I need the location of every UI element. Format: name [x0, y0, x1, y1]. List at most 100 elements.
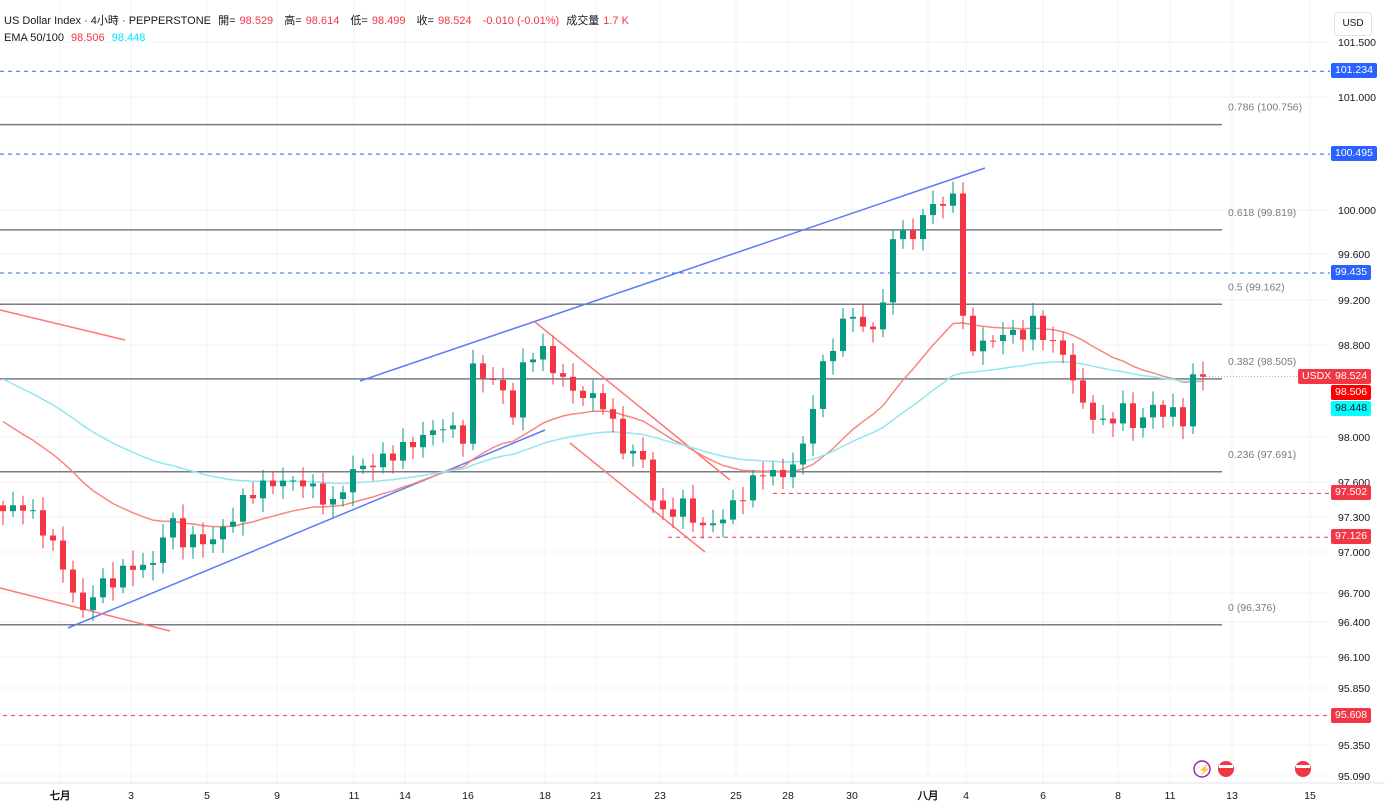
close-value: 98.524: [438, 15, 472, 27]
candle-body: [190, 534, 196, 548]
candle-body: [950, 193, 956, 206]
candle-body: [390, 453, 396, 461]
candle-body: [1120, 403, 1126, 424]
candle-body: [1050, 340, 1056, 342]
candle-body: [490, 378, 496, 380]
candle-body: [270, 480, 276, 487]
time-tick-label: 13: [1226, 790, 1238, 802]
ema-label[interactable]: EMA 50/100: [4, 32, 64, 44]
candle-body: [310, 483, 316, 487]
candle-body: [280, 480, 286, 487]
candle-body: [0, 505, 6, 512]
candle-body: [810, 408, 816, 444]
us-flag-event-icon: [1218, 761, 1234, 777]
candle-body: [860, 316, 866, 327]
us-flag-event-icon: [1295, 761, 1311, 777]
horizontal-lines: 0.786 (100.756) 0.618 (99.819) 0.5 (99.162…: [0, 70, 1330, 717]
candle-body: [120, 565, 126, 588]
candle-body: [550, 346, 556, 374]
price-tick-label: 96.400: [1338, 617, 1370, 629]
rising-wedge-lower-line: [67, 429, 546, 629]
candle-body: [350, 469, 356, 493]
time-tick-label: 25: [730, 790, 742, 802]
grid: [0, 0, 1330, 783]
candle-body: [850, 316, 856, 319]
price-tick-label: 97.300: [1338, 512, 1370, 524]
time-tick-label: 18: [539, 790, 551, 802]
candle-body: [1030, 315, 1036, 340]
ema100-price-tag: 98.448: [1331, 400, 1372, 416]
candle-body: [480, 363, 486, 379]
candle-body: [710, 523, 716, 526]
candle-body: [320, 483, 326, 505]
symbol-title[interactable]: US Dollar Index · 4小時 · PEPPERSTONE: [4, 15, 212, 27]
price-tick-label: 100.000: [1338, 205, 1376, 217]
candle-body: [1170, 407, 1176, 417]
candle-body: [440, 429, 446, 431]
candle-body: [890, 239, 896, 303]
candle-body: [510, 390, 516, 418]
candle-body: [1000, 334, 1006, 342]
candle-body: [140, 564, 146, 570]
price-tick-label: 96.700: [1338, 588, 1370, 600]
time-tick-label: 七月: [50, 789, 71, 802]
candles: [0, 181, 1206, 622]
candle-body: [680, 498, 686, 517]
price-tick-label: 101.000: [1338, 92, 1376, 104]
candle-body: [870, 326, 876, 330]
trend-lines: [0, 167, 986, 632]
candle-body: [450, 425, 456, 430]
candle-body: [150, 562, 156, 565]
event-icons: ⚡: [1193, 760, 1311, 778]
support-price-tag: 97.126: [1331, 529, 1372, 545]
candle-body: [1080, 380, 1086, 403]
candle-body: [840, 318, 846, 351]
volume-label: 成交量: [566, 15, 600, 27]
candle-body: [470, 363, 476, 444]
candle-body: [1090, 402, 1096, 420]
price-tick-label: 95.850: [1338, 683, 1370, 695]
currency-button[interactable]: USD: [1334, 12, 1372, 36]
candle-body: [1180, 407, 1186, 427]
candle-body: [110, 578, 116, 588]
support-price-tag: 97.502: [1331, 485, 1372, 501]
candle-body: [990, 340, 996, 342]
candle-body: [1100, 418, 1106, 420]
candle-body: [750, 475, 756, 501]
candle-body: [70, 569, 76, 593]
time-tick-label: 15: [1304, 790, 1316, 802]
fib-level-label: 0.382 (98.505): [1228, 356, 1296, 368]
time-tick-label: 23: [654, 790, 666, 802]
candle-body: [430, 430, 436, 435]
ohlc-row: US Dollar Index · 4小時 · PEPPERSTONE 開= 98…: [4, 13, 637, 30]
candle-body: [260, 480, 266, 499]
candle-body: [770, 470, 776, 477]
candle-body: [620, 418, 626, 454]
candle-body: [640, 450, 646, 460]
price-tick-label: 98.000: [1338, 432, 1370, 444]
time-tick-label: 28: [782, 790, 794, 802]
ema50-value: 98.506: [71, 32, 105, 44]
time-tick-label: 11: [1165, 790, 1176, 802]
channel-lower-line: [569, 442, 706, 553]
candle-body: [1200, 374, 1206, 377]
candle-body: [790, 464, 796, 478]
ema100-value: 98.448: [111, 32, 146, 44]
candle-body: [1070, 354, 1076, 381]
candle-body: [30, 510, 36, 512]
resistance-price-tag: 99.435: [1331, 264, 1372, 280]
candle-body: [800, 443, 806, 465]
price-tick-label: 99.200: [1338, 295, 1370, 307]
change-value: -0.010 (-0.01%): [482, 15, 560, 27]
candle-body: [980, 340, 986, 352]
candle-body: [10, 505, 16, 512]
candle-body: [600, 393, 606, 410]
candle-body: [20, 505, 26, 511]
price-tick-label: 95.350: [1338, 740, 1370, 752]
time-tick-label: 3: [128, 790, 134, 802]
open-value: 98.529: [239, 15, 274, 27]
fib-level-label: 0.786 (100.756): [1228, 102, 1302, 114]
time-tick-label: 4: [963, 790, 969, 802]
candle-body: [570, 376, 576, 391]
